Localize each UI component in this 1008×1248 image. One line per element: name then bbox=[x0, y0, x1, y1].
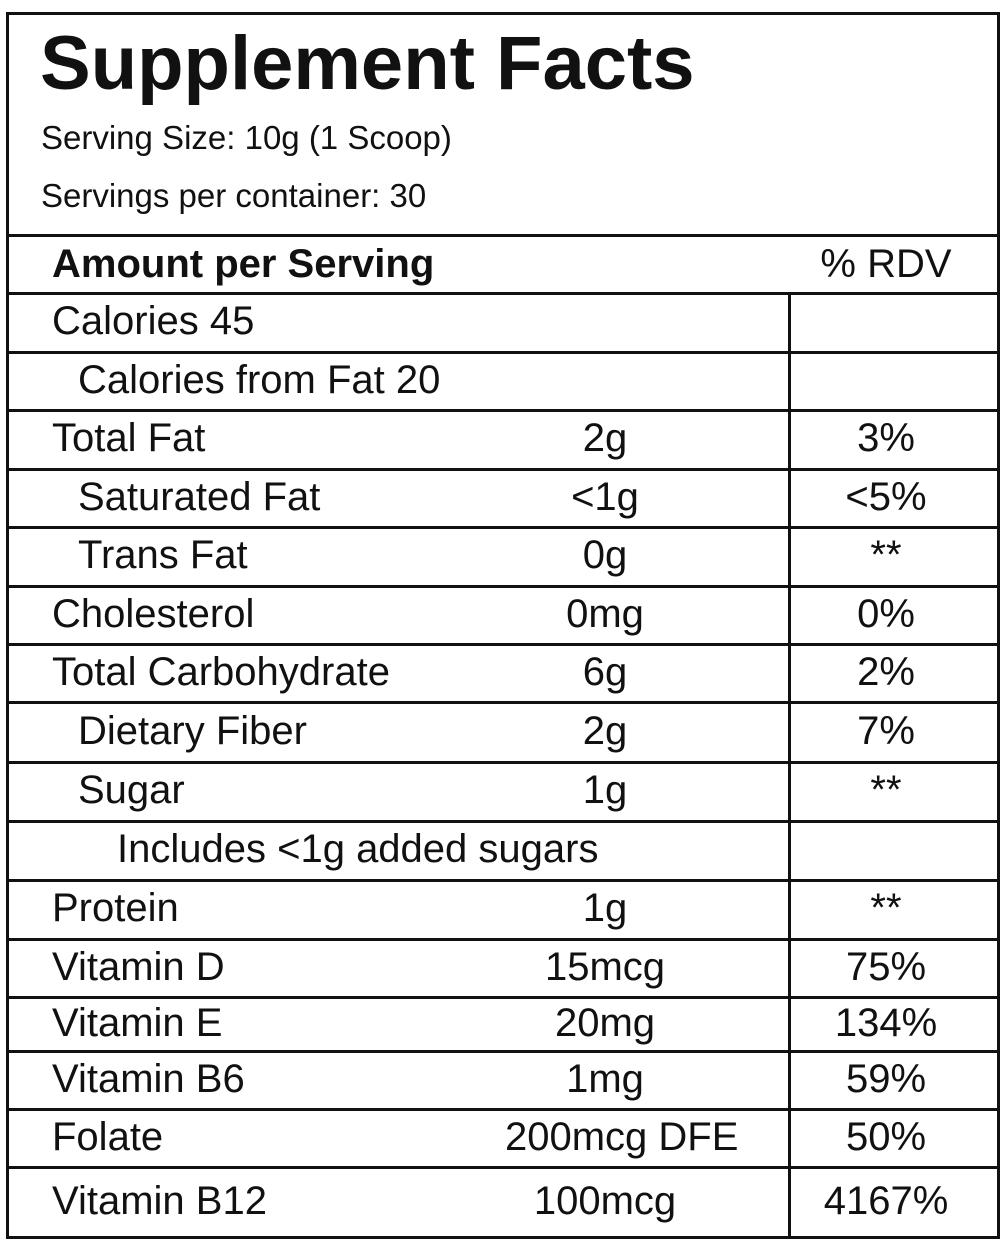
divider bbox=[6, 1050, 1000, 1053]
nutrient-row: Vitamin D 15mcg 75% bbox=[9, 940, 997, 996]
divider bbox=[6, 409, 1000, 412]
nutrient-name: Calories from Fat 20 bbox=[78, 358, 441, 402]
column-divider bbox=[788, 293, 791, 1236]
nutrient-row: Calories from Fat 20 bbox=[9, 353, 997, 409]
divider bbox=[6, 879, 1000, 882]
nutrient-name: Sugar bbox=[78, 768, 185, 812]
nutrient-name: Includes <1g added sugars bbox=[117, 827, 599, 871]
nutrient-rdv: ** bbox=[870, 533, 902, 577]
nutrient-name: Calories 45 bbox=[52, 299, 255, 343]
nutrient-row: Folate 200mcg DFE 50% bbox=[9, 1110, 997, 1166]
nutrient-name: Vitamin B6 bbox=[52, 1057, 245, 1101]
nutrient-row: Calories 45 bbox=[9, 294, 997, 351]
nutrient-amount: 1mg bbox=[566, 1057, 644, 1101]
nutrient-amount: 100mcg bbox=[533, 1179, 677, 1223]
nutrient-rdv: 134% bbox=[834, 1001, 938, 1045]
nutrient-row: Total Carbohydrate 6g 2% bbox=[9, 645, 997, 701]
nutrient-rdv: 0% bbox=[857, 592, 915, 636]
divider bbox=[6, 526, 1000, 529]
nutrient-amount: 20mg bbox=[554, 1001, 656, 1045]
divider bbox=[6, 1166, 1000, 1169]
nutrient-row: Trans Fat 0g ** bbox=[9, 528, 997, 585]
divider bbox=[6, 701, 1000, 704]
nutrient-row: Cholesterol 0mg 0% bbox=[9, 587, 997, 643]
table-header: Amount per Serving % RDV bbox=[9, 235, 997, 293]
divider bbox=[6, 351, 1000, 354]
nutrient-amount: 15mcg bbox=[544, 945, 666, 989]
nutrient-name: Total Fat bbox=[52, 416, 206, 460]
nutrient-rdv: ** bbox=[870, 768, 902, 812]
nutrient-row: Vitamin B6 1mg 59% bbox=[9, 1052, 997, 1108]
nutrient-row: Vitamin B12 100mcg 4167% bbox=[9, 1168, 997, 1236]
serving-size: Serving Size: 10g (1 Scoop) bbox=[41, 119, 452, 156]
nutrient-name: Trans Fat bbox=[78, 533, 248, 577]
nutrient-rdv: 7% bbox=[857, 709, 915, 753]
amount-per-serving-header: Amount per Serving bbox=[52, 242, 435, 286]
servings-per-container: Servings per container: 30 bbox=[41, 177, 427, 214]
nutrient-amount: 0g bbox=[582, 533, 628, 577]
nutrient-name: Total Carbohydrate bbox=[52, 650, 390, 694]
nutrient-row: Protein 1g ** bbox=[9, 881, 997, 938]
nutrient-row: Vitamin E 20mg 134% bbox=[9, 998, 997, 1050]
rdv-header: % RDV bbox=[820, 242, 952, 286]
divider bbox=[6, 292, 1000, 295]
label-title: Supplement Facts bbox=[40, 21, 695, 106]
nutrient-row: Saturated Fat <1g <5% bbox=[9, 470, 997, 526]
nutrient-name: Vitamin D bbox=[52, 945, 225, 989]
nutrient-name: Folate bbox=[52, 1115, 164, 1159]
nutrient-amount: 1g bbox=[582, 886, 628, 930]
label-border bbox=[6, 12, 1000, 1239]
divider bbox=[6, 938, 1000, 941]
nutrient-rdv: ** bbox=[870, 886, 902, 930]
nutrient-name: Protein bbox=[52, 886, 179, 930]
divider bbox=[6, 468, 1000, 471]
divider bbox=[6, 234, 1000, 237]
divider bbox=[6, 1108, 1000, 1111]
nutrient-amount: 1g bbox=[582, 768, 628, 812]
nutrient-rdv: 2% bbox=[857, 650, 915, 694]
nutrient-name: Dietary Fiber bbox=[78, 709, 307, 753]
nutrient-rdv: <5% bbox=[845, 475, 927, 519]
divider bbox=[6, 585, 1000, 588]
nutrient-row: Sugar 1g ** bbox=[9, 763, 997, 820]
nutrient-amount: 0mg bbox=[566, 592, 644, 636]
nutrient-row: Total Fat 2g 3% bbox=[9, 411, 997, 468]
nutrient-name: Saturated Fat bbox=[78, 475, 321, 519]
divider bbox=[6, 761, 1000, 764]
nutrient-amount: 6g bbox=[582, 650, 628, 694]
nutrient-name: Vitamin E bbox=[52, 1001, 223, 1045]
nutrient-name: Vitamin B12 bbox=[52, 1179, 267, 1223]
nutrient-name: Cholesterol bbox=[52, 592, 255, 636]
nutrient-amount: <1g bbox=[571, 475, 639, 519]
nutrient-amount: 2g bbox=[582, 416, 628, 460]
nutrient-rdv: 3% bbox=[857, 416, 915, 460]
nutrient-amount: 2g bbox=[582, 709, 628, 753]
nutrient-rdv: 4167% bbox=[823, 1179, 949, 1223]
nutrient-row: Dietary Fiber 2g 7% bbox=[9, 703, 997, 761]
divider bbox=[6, 820, 1000, 823]
nutrient-amount: 200mcg DFE bbox=[505, 1115, 739, 1159]
divider bbox=[6, 643, 1000, 646]
nutrient-rdv: 59% bbox=[845, 1057, 927, 1101]
nutrient-rdv: 50% bbox=[845, 1115, 927, 1159]
nutrient-row: Includes <1g added sugars bbox=[9, 822, 997, 879]
nutrient-rdv: 75% bbox=[845, 945, 927, 989]
divider bbox=[6, 996, 1000, 999]
